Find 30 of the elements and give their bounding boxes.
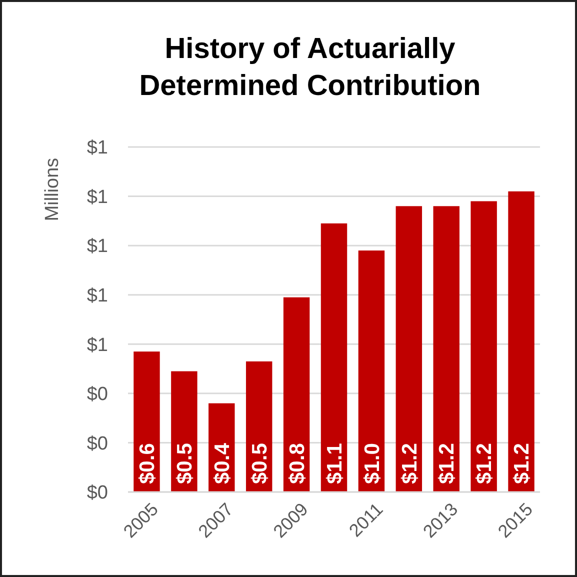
data-label: $0.5 (174, 442, 197, 484)
data-label: $1.2 (436, 443, 459, 484)
bar (171, 371, 198, 492)
bar (134, 352, 160, 492)
data-label: $1.0 (360, 443, 384, 484)
bar (508, 191, 534, 492)
y-tick-label: $0 (86, 384, 108, 406)
data-label: $1.2 (398, 443, 422, 484)
data-label: $0.5 (248, 442, 272, 484)
y-tick-label: $1 (86, 236, 108, 258)
bar (433, 206, 460, 492)
data-label: $1.2 (510, 443, 534, 484)
bar (358, 250, 385, 492)
data-label: $0.8 (286, 442, 309, 484)
data-label: $1.1 (323, 442, 346, 484)
y-tick-label: $0 (86, 482, 108, 504)
y-tick-label: $1 (86, 186, 108, 208)
y-tick-label: $0 (86, 433, 108, 454)
data-label: $0.4 (210, 442, 234, 484)
bar (320, 223, 348, 492)
chart-title: History of Actuarially Determined Contribution (139, 33, 481, 102)
bar (470, 201, 497, 492)
bar (396, 206, 422, 492)
y-tick-label: $1 (86, 286, 108, 307)
data-label: $0.6 (136, 443, 160, 484)
y-tick-label: $1 (86, 334, 108, 356)
y-tick-label: $1 (86, 138, 108, 159)
data-label: $1.2 (473, 443, 496, 484)
bar (283, 297, 310, 492)
y-axis-title: Millions (42, 158, 63, 222)
